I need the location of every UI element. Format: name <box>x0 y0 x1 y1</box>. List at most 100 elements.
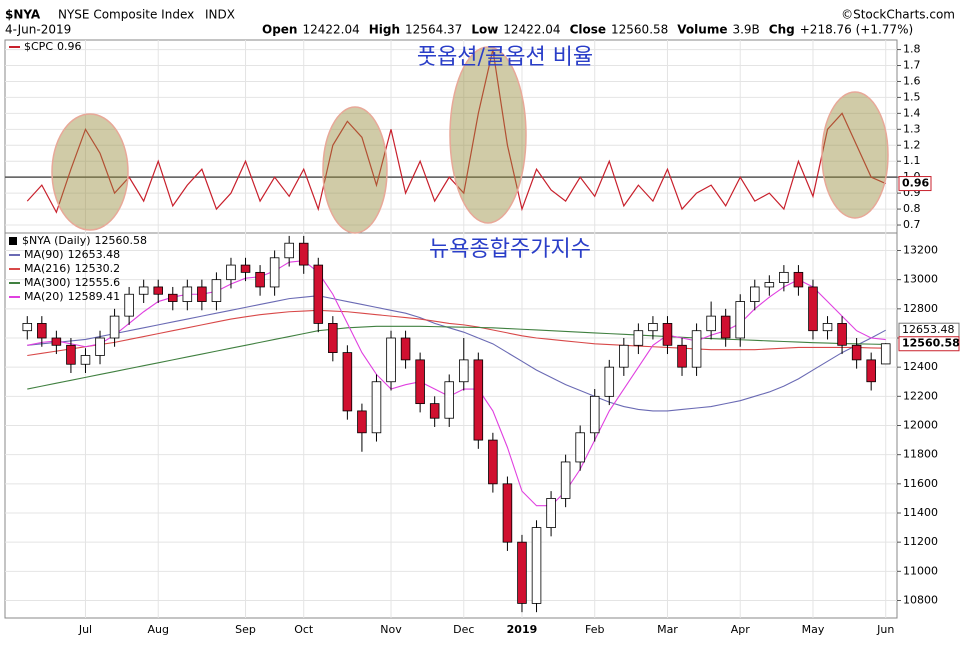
candle-body <box>51 337 62 346</box>
quote-label: Volume <box>677 23 727 37</box>
candle-body <box>269 257 280 288</box>
y-tick-label: 1.7 <box>903 59 921 72</box>
candle-body <box>284 242 294 259</box>
candle-body <box>575 432 585 463</box>
quote-value: 12422.04 <box>503 23 560 37</box>
y-tick-label: 1.4 <box>903 106 921 119</box>
candle-body <box>138 286 149 295</box>
candle-body <box>415 359 425 405</box>
legend-name: MA(20) <box>24 290 64 303</box>
candle-body <box>66 344 76 365</box>
candle-body <box>851 344 862 361</box>
value-tag: 12560.58 <box>902 337 960 350</box>
candle-body <box>604 366 615 397</box>
candle-body <box>240 264 251 273</box>
candle-body <box>313 264 324 324</box>
x-tick-label: Jul <box>78 623 92 636</box>
cpc-annotation: 풋옵션/콜옵션 비율 <box>417 45 593 70</box>
quote: Open 12422.04 High 12564.37 Low 12422.04 Close… <box>262 23 913 37</box>
candle-body <box>197 286 207 302</box>
candle-body <box>459 359 469 383</box>
candle-body <box>560 461 571 499</box>
legend-value: 12560.58 <box>95 234 148 247</box>
ma-line <box>27 309 886 357</box>
ma-line <box>27 325 886 390</box>
candle-body <box>153 286 163 295</box>
symbol: $NYA <box>5 8 41 22</box>
candle-body <box>168 293 178 302</box>
candle-body <box>400 337 411 361</box>
candle-body <box>357 410 367 434</box>
highlight-ellipse <box>821 91 889 219</box>
candle-body <box>546 498 556 528</box>
x-tick-label: Sep <box>235 623 256 636</box>
y-tick-label: 1.3 <box>903 122 921 135</box>
highlight-ellipse <box>322 106 388 234</box>
y-tick-label: 1.8 <box>903 43 921 56</box>
candle-body <box>662 323 673 346</box>
y-tick-label: 0.7 <box>903 218 921 231</box>
y-tick-label: 1.1 <box>903 154 921 167</box>
candle-body <box>386 337 396 383</box>
y-tick-label: 1.6 <box>903 74 921 87</box>
quote-label: Open <box>262 23 297 37</box>
index-name: NYSE Composite Index <box>58 8 194 22</box>
quote-label: High <box>369 23 400 37</box>
x-tick-label: Feb <box>585 623 604 636</box>
candle-body <box>750 286 760 302</box>
x-tick-label: Apr <box>731 623 751 636</box>
candle-body <box>837 323 847 346</box>
candle-body <box>444 381 454 419</box>
x-tick-label: Jun <box>876 623 894 636</box>
candle-body <box>589 395 600 434</box>
y-tick-label: 12800 <box>903 302 938 315</box>
candle-body <box>691 330 702 368</box>
candle-body <box>793 271 804 288</box>
highlight-ellipse <box>449 46 527 224</box>
candle-body <box>735 301 745 339</box>
y-tick-label: 12200 <box>903 389 938 402</box>
candle-body <box>255 271 265 288</box>
candle-body <box>619 344 629 368</box>
candle-body <box>211 279 222 302</box>
candle-body <box>182 286 193 302</box>
y-tick-label: 1.5 <box>903 90 921 103</box>
y-tick-label: 11200 <box>903 535 938 548</box>
quote-value: +218.76 (+1.77%) <box>800 23 913 37</box>
date: 4-Jun-2019 <box>5 23 71 37</box>
y-tick-label: 13200 <box>903 244 938 257</box>
x-tick-label: Nov <box>380 623 402 636</box>
candle-body <box>298 242 309 266</box>
legend-value: 12589.41 <box>68 290 121 303</box>
x-tick-label: Oct <box>294 623 314 636</box>
plot-layer: 0.70.80.91.01.11.21.31.41.51.61.71.80.96… <box>5 40 960 636</box>
candle-body <box>37 323 47 339</box>
quote-label: Chg <box>769 23 795 37</box>
legend-name: $NYA (Daily) <box>22 234 91 247</box>
x-tick-label: Dec <box>453 623 474 636</box>
legend-value: 12653.48 <box>68 248 121 261</box>
exchange: INDX <box>205 8 235 22</box>
candle-body <box>473 359 484 441</box>
candle-body <box>80 355 91 365</box>
candle-body <box>517 541 527 604</box>
quote-value: 12422.04 <box>302 23 359 37</box>
y-tick-label: 12000 <box>903 419 938 432</box>
y-tick-label: 11000 <box>903 564 938 577</box>
candle-body <box>124 293 134 317</box>
quote-value: 3.9B <box>732 23 759 37</box>
x-tick-label: Mar <box>657 623 678 636</box>
y-tick-label: 1.2 <box>903 138 921 151</box>
candle-body <box>648 323 658 332</box>
candle-body <box>808 286 818 332</box>
candle-body <box>779 271 789 283</box>
candle-body <box>531 527 542 604</box>
candle-body <box>720 315 731 339</box>
y-tick-label: 13000 <box>903 273 938 286</box>
source: ©StockCharts.com <box>841 8 955 22</box>
highlight-ellipse <box>51 113 129 231</box>
legend-value: 12530.2 <box>75 262 121 275</box>
legend-value: 12555.6 <box>75 276 121 289</box>
y-tick-label: 11400 <box>903 506 938 519</box>
